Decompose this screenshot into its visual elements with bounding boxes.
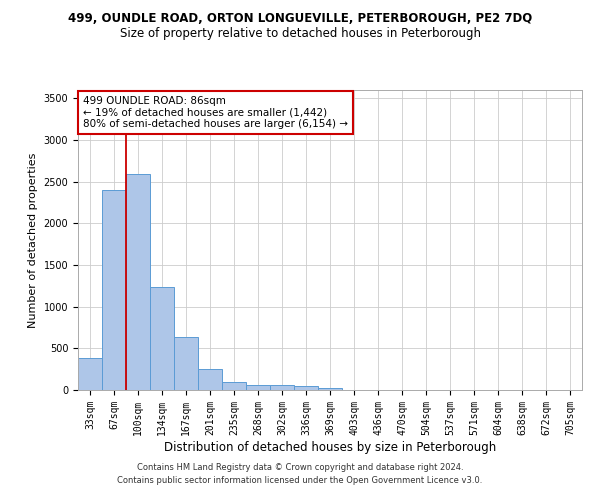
Y-axis label: Number of detached properties: Number of detached properties — [28, 152, 38, 328]
Bar — [294, 386, 318, 390]
Bar — [222, 382, 246, 390]
Bar — [246, 384, 270, 390]
Text: Contains public sector information licensed under the Open Government Licence v3: Contains public sector information licen… — [118, 476, 482, 485]
Bar — [174, 336, 198, 390]
X-axis label: Distribution of detached houses by size in Peterborough: Distribution of detached houses by size … — [164, 440, 496, 454]
Bar — [126, 174, 150, 390]
Text: 499, OUNDLE ROAD, ORTON LONGUEVILLE, PETERBOROUGH, PE2 7DQ: 499, OUNDLE ROAD, ORTON LONGUEVILLE, PET… — [68, 12, 532, 26]
Bar — [318, 388, 342, 390]
Text: Size of property relative to detached houses in Peterborough: Size of property relative to detached ho… — [119, 28, 481, 40]
Bar — [102, 190, 126, 390]
Bar — [198, 369, 222, 390]
Bar — [78, 358, 102, 390]
Bar — [270, 385, 294, 390]
Bar — [150, 286, 174, 390]
Text: 499 OUNDLE ROAD: 86sqm
← 19% of detached houses are smaller (1,442)
80% of semi-: 499 OUNDLE ROAD: 86sqm ← 19% of detached… — [83, 96, 348, 129]
Text: Contains HM Land Registry data © Crown copyright and database right 2024.: Contains HM Land Registry data © Crown c… — [137, 464, 463, 472]
